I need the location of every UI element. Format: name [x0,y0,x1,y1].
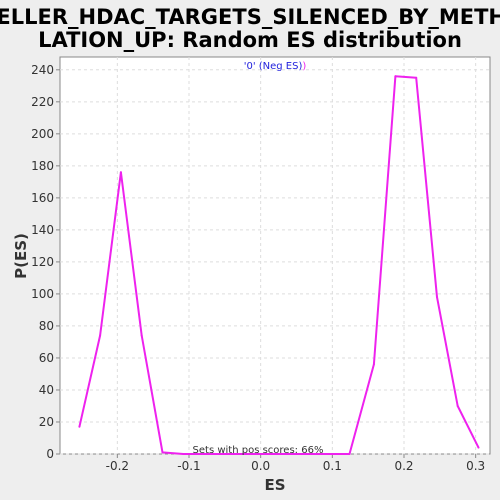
x-tick-label: -0.1 [177,459,200,473]
data-point [373,363,375,365]
data-point [478,447,480,449]
legend-entry: '0' (Neg ES) [244,61,303,72]
x-tick-label: 0.0 [251,459,270,473]
data-point [349,453,351,455]
x-tick-label: 0.3 [466,459,485,473]
data-point [78,426,80,428]
y-tick-label: 160 [31,191,54,205]
data-point [141,335,143,337]
x-tick-label: 0.1 [323,459,342,473]
y-tick-label: 80 [39,319,54,333]
legend: '0' (Neg ES)) [244,61,307,72]
y-tick-label: 0 [46,447,54,461]
y-tick-label: 60 [39,351,54,365]
chart-title-line-2: LATION_UP: Random ES distribution [38,28,462,52]
data-point [415,77,417,79]
y-tick-label: 100 [31,287,54,301]
x-tick-label: 0.2 [394,459,413,473]
y-tick-label: 240 [31,63,54,77]
data-point [182,453,184,455]
x-axis-label: ES [264,476,285,494]
data-point [120,171,122,173]
y-tick-label: 180 [31,159,54,173]
y-tick-label: 40 [39,383,54,397]
y-axis-label: P(ES) [12,233,30,279]
x-tick-label: -0.2 [106,459,129,473]
data-point [99,335,101,337]
y-tick-label: 120 [31,255,54,269]
data-point [162,451,164,453]
data-point [394,75,396,77]
y-tick-label: 140 [31,223,54,237]
data-point [436,296,438,298]
annotation-pos-scores: Sets with pos scores: 66% [193,445,324,456]
y-tick-label: 200 [31,127,54,141]
data-point [457,405,459,407]
plot-area [60,57,490,454]
legend-close: ) [302,61,306,72]
data-point [328,453,330,455]
y-tick-label: 20 [39,415,54,429]
chart-title-line-1: HELLER_HDAC_TARGETS_SILENCED_BY_METHY [0,5,500,29]
y-tick-label: 220 [31,95,54,109]
